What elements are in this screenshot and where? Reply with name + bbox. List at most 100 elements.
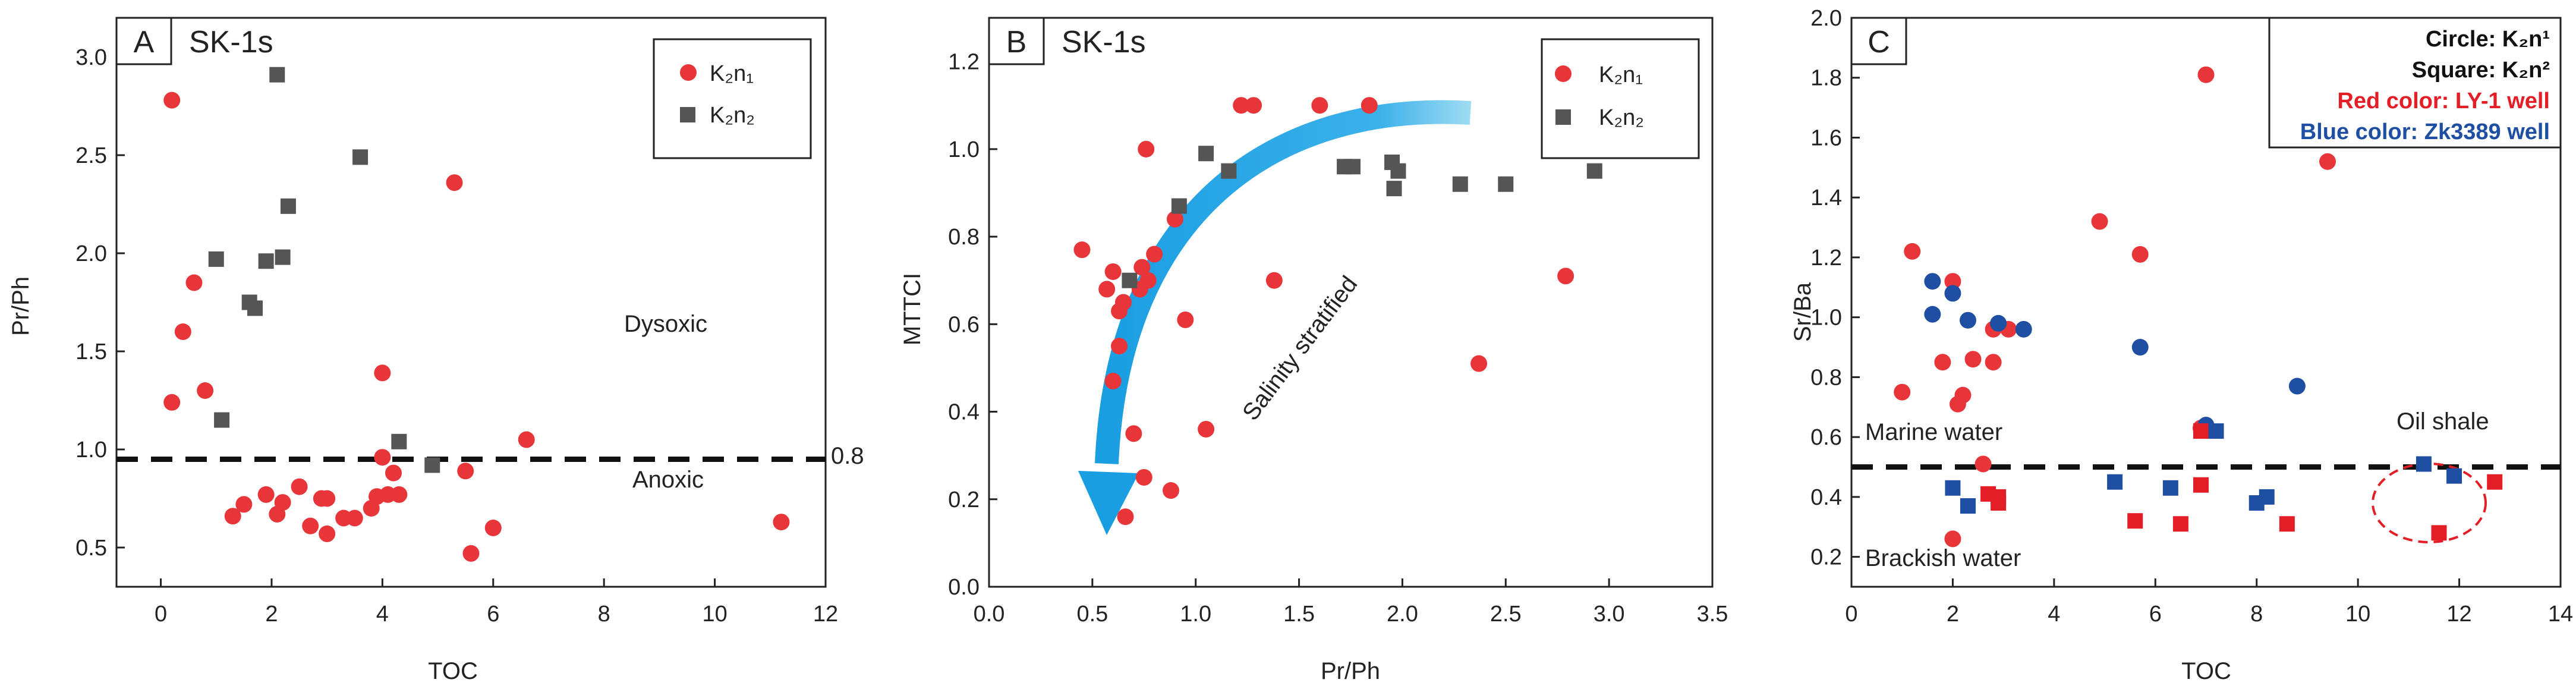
panel-b-circle-point [1311,97,1328,114]
panel-c-circle-point [1964,351,1982,368]
panel-c-circle-point [1954,386,1972,404]
panel-a-legend-label-k2n2: K₂n₂ [710,103,755,128]
panel-b-circle-point [1557,268,1574,285]
panel-c-marks [1894,66,2503,548]
panel-b-legend-marker-k2n2 [1555,109,1571,125]
panel-a-x-tick-label: 8 [598,602,610,627]
panel-a-circle-point [374,364,391,382]
panel-a-square-point [208,251,224,267]
panel-b-circle-point [1162,482,1179,499]
panel-b-y-tick-label: 0.2 [948,487,980,512]
panel-b-circle-point [1233,97,1250,114]
panel-b-ticks: 0.0 0.5 1.0 1.5 2.0 2.5 3.0 3.5 0.0 0.2 0.4 0.6 0.8 1… [948,50,1728,627]
panel-a-legend-box [653,38,812,159]
panel-b-circle-point [1104,263,1122,280]
panel-c-square-point [2259,489,2275,505]
panel-a-letter: A [134,25,155,59]
panel-b-circle-point [1073,241,1091,259]
panel-b-marks [1073,97,1602,526]
panel-a-y-tick-label: 2.0 [75,241,107,266]
panel-a-y-title: Pr/Ph [8,276,34,336]
panel-a-circle-point [462,545,480,562]
panel-b-x-tick-label: 3.5 [1697,602,1728,627]
panel-c-square-point [2162,480,2178,496]
panel-c-y-tick-label: 2.0 [1810,6,1842,31]
panel-a-annot-anoxic: Anoxic [632,467,704,493]
panel-b-x-tick-label: 2.5 [1490,602,1522,627]
panel-a-circle-point [319,525,336,542]
panel-a-y-tick-label: 2.5 [75,143,107,168]
panel-c-circle-point [1904,243,1921,260]
panel-a-circle-point [319,490,336,507]
panel-b-circle-point [1470,355,1488,372]
panel-c-circle-point [1934,354,1951,371]
panel-b-annot-salinity: Salinity stratified [1237,271,1362,425]
panel-b-x-tick-label: 0.0 [974,602,1005,627]
panel-c-y-tick-label: 1.0 [1810,306,1842,331]
panel-a-legend-label-k2n1: K₂n₁ [710,61,754,86]
panel-a-square-point [424,457,440,473]
panel-c-x-tick-label: 2 [1947,602,1959,627]
panel-c-circle-point [1944,285,1961,302]
panel-b-circle-point [1361,97,1378,114]
panel-b-square-point [1586,163,1602,179]
panel-b-square-point [1498,176,1514,192]
panel-c-annot-brackish: Brackish water [1865,545,2021,571]
panel-a-circle-point [391,486,408,503]
panel-b-circle-point [1177,311,1194,328]
panel-b-y-tick-label: 1.0 [948,137,980,162]
panel-c-x-tick-label: 4 [2048,602,2060,627]
panel-c-circle-point [1959,312,1976,329]
panel-c-y-tick-label: 1.8 [1810,66,1842,91]
panel-b-y-tick-label: 0.0 [948,575,980,600]
panel-c-frame [1850,17,2562,588]
panel-c-circle-point [2288,378,2306,395]
panel-a-legend-marker-k2n1 [680,64,697,81]
panel-c-square-point [1991,489,2007,505]
panel-c-square-point [2172,516,2188,532]
panel-c-x-tick-label: 0 [1845,602,1857,627]
panel-b-circle-point [1265,272,1283,289]
panel-c-legend-line-4: Blue color: Zk3389 well [2300,119,2550,144]
panel-c-square-point [1960,498,1976,514]
panel-c-x-tick-label: 6 [2149,602,2162,627]
panel-a-square-point [214,412,230,428]
panel-a-circle-point [773,514,790,531]
panel-c-circle-point [1974,455,1992,473]
panel-b-circle-point [1146,246,1163,263]
panel-c-square-point [2279,516,2295,532]
panel-b-salinity-arrow-shaft [1095,100,1472,464]
panel-a-square-point [352,149,369,165]
panel-b-y-tick-label: 0.4 [948,400,980,425]
panel-c-y-tick-label: 0.4 [1810,485,1842,510]
panel-b-circle-point [1111,338,1128,355]
panel-a-circle-point [518,431,535,448]
panel-c-x-tick-label: 8 [2250,602,2263,627]
panel-b-circle-point [1115,294,1132,311]
panel-a-square-point [280,198,296,214]
panel-b-y-tick-label: 0.8 [948,225,980,250]
panel-c-square-point [2487,474,2503,490]
panel-a-circle-point [235,496,253,513]
panel-a-square-point [247,300,263,316]
panel-c-y-tick-label: 1.6 [1810,125,1842,150]
panel-b-circle-point [1139,272,1157,289]
panel-a-circle-point [197,382,214,399]
panel-c-legend-line-1: Circle: K₂n¹ [2426,27,2550,52]
panel-a-x-tick-label: 0 [155,602,167,627]
panel-c-circle-point [1985,354,2002,371]
panel-c-letter: C [1868,25,1890,59]
panel-b-circle-point [1198,420,1215,438]
panel-c-circle-point [1924,306,1941,323]
panel-c-square-point [2431,525,2447,541]
panel-a-y-tick-label: 0.5 [75,536,107,561]
panel-a-x-tick-label: 12 [813,602,838,627]
panel-c-circle-point [1924,273,1941,290]
panel-b-frame [988,17,1714,588]
panel-c-x-title: TOC [2181,658,2231,684]
panel-b-x-title: Pr/Ph [1321,658,1380,684]
panel-a-x-tick-label: 2 [265,602,278,627]
panel-a-threshold-label: 0.8 [831,443,864,469]
panel-a-square-point [275,249,291,265]
panel-c-x-tick-label: 12 [2446,602,2471,627]
